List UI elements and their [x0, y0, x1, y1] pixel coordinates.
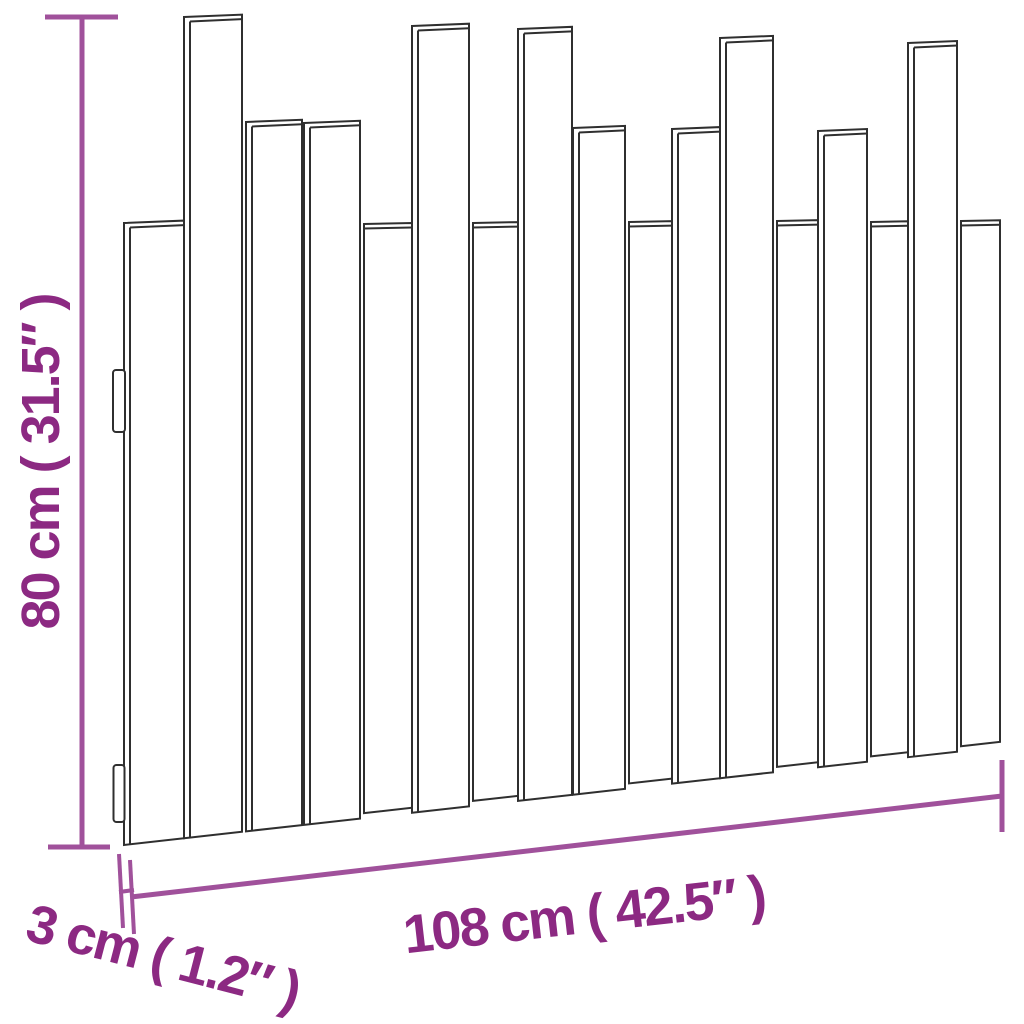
slat-front — [817, 127, 868, 769]
slat-front — [671, 126, 721, 785]
width-line — [130, 793, 1003, 900]
slat-front — [907, 39, 958, 759]
slat-front — [123, 219, 185, 847]
slat-back — [960, 219, 1001, 748]
slat-back-top-edge — [628, 224, 673, 228]
depth-line — [118, 888, 135, 894]
slat-front-top-edge — [251, 123, 303, 128]
slat-back — [870, 220, 909, 758]
slat-front-top-edge — [913, 44, 958, 49]
slat-front-top-edge — [309, 124, 361, 129]
height-dimension-label: 80 cm ( 31.5″ ) — [11, 294, 71, 630]
depth-tick-inner — [128, 859, 136, 935]
slat-front-top-edge — [677, 130, 721, 135]
slat-front — [719, 34, 774, 780]
slat-back-top-edge — [472, 225, 519, 229]
slat-front — [517, 25, 573, 802]
slat-front-top-edge — [129, 224, 185, 229]
slat-back — [776, 219, 819, 768]
slat-front — [245, 118, 303, 833]
slat-back-top-edge — [776, 223, 819, 227]
slat-back-top-edge — [960, 223, 1001, 227]
slat-back — [628, 220, 673, 785]
slat-front-top-edge — [725, 39, 774, 44]
slat-front-top-edge — [523, 30, 573, 35]
slat-back-top-edge — [363, 226, 413, 230]
slat-front-top-edge — [823, 132, 868, 137]
slat-back — [363, 222, 413, 815]
slat-front — [572, 124, 626, 796]
slat-front — [183, 13, 243, 840]
slat-front — [411, 22, 470, 814]
wall-bracket — [112, 369, 126, 433]
slat-front — [303, 119, 361, 826]
slat-front-top-edge — [578, 129, 626, 134]
slat-front-top-edge — [189, 18, 243, 23]
slat-back — [472, 221, 519, 803]
slat-front-top-edge — [417, 27, 470, 32]
wall-bracket — [112, 764, 126, 823]
slat-back-top-edge — [870, 224, 909, 228]
